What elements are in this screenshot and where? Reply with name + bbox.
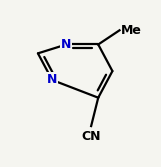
- Text: N: N: [61, 38, 71, 51]
- Text: CN: CN: [81, 130, 101, 143]
- Text: N: N: [47, 73, 57, 87]
- Text: Me: Me: [121, 24, 142, 37]
